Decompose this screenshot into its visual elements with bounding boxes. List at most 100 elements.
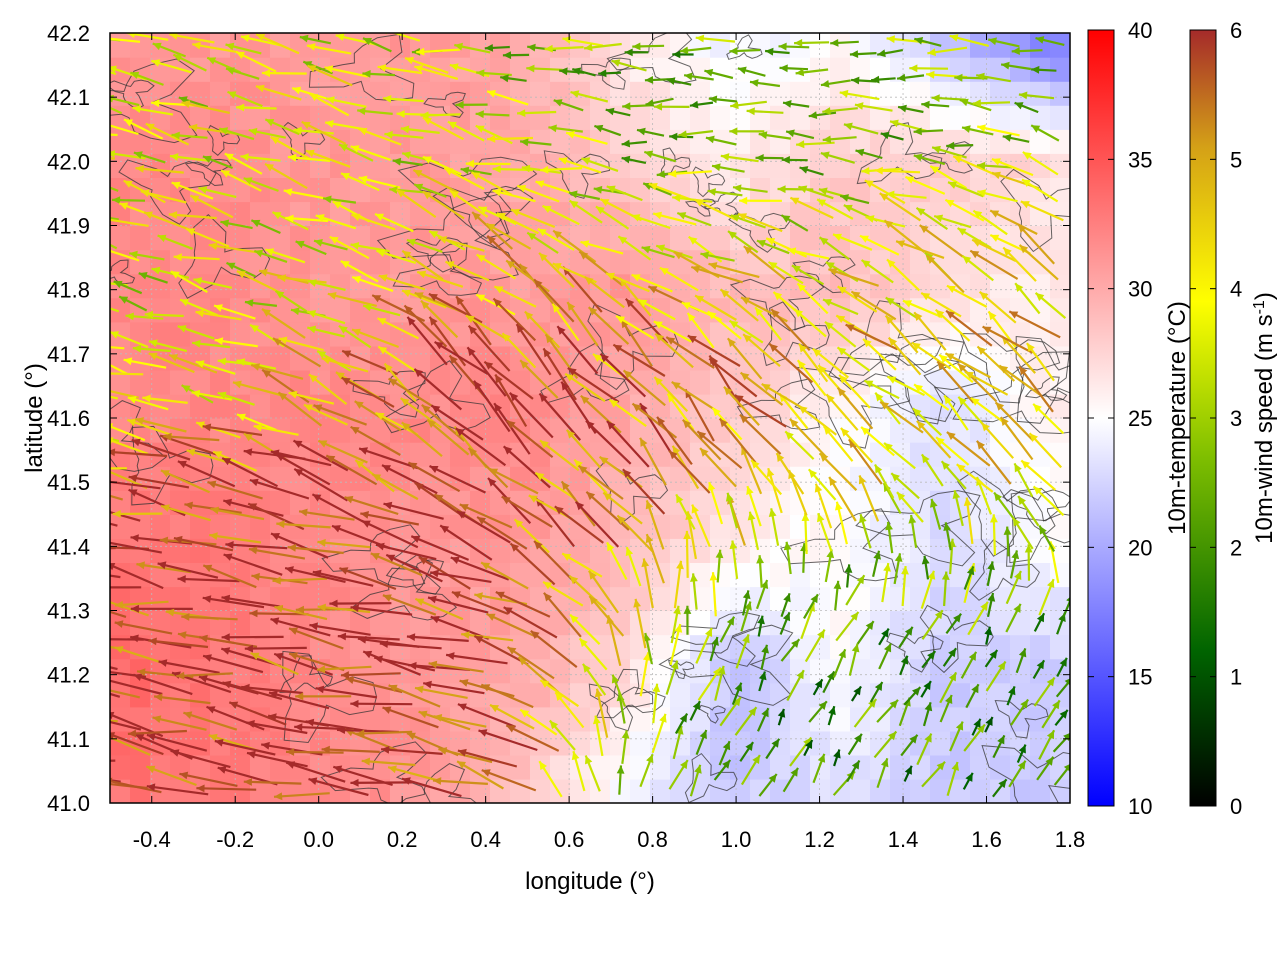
wind-vector (1054, 709, 1069, 726)
temperature-cell (830, 610, 851, 636)
wind-vector (1022, 151, 1059, 176)
temperature-cell (970, 345, 991, 371)
temperature-cell (670, 466, 691, 491)
wind-vector (999, 416, 1034, 461)
temperature-cell (810, 706, 831, 732)
wind-vector (593, 715, 604, 757)
temperature-cell (1050, 105, 1070, 130)
wind-vector (110, 563, 164, 590)
wind-vector (123, 118, 164, 140)
temperature-cell (1010, 249, 1031, 275)
temperature-cell (390, 81, 411, 106)
wind-vector (621, 139, 648, 148)
temperature-cell (830, 418, 851, 443)
temperature-cell (710, 321, 731, 347)
wind-vector (920, 453, 944, 487)
temperature-cell (370, 658, 391, 684)
wind-vector (110, 249, 140, 262)
temperature-cell (670, 514, 691, 539)
wind-vector (756, 555, 764, 588)
wind-vector (622, 102, 654, 111)
wind-vector (460, 166, 492, 176)
temperature-cell (990, 466, 1011, 491)
wind-vector (113, 280, 143, 295)
wind-vector (582, 663, 607, 696)
temperature-cell (1050, 321, 1070, 347)
temperature-cell (870, 730, 891, 756)
wind-vector (183, 711, 238, 731)
temperature-cell (310, 201, 331, 227)
wind-vector (240, 153, 281, 162)
temperature-cell (890, 586, 911, 612)
wind-vector (413, 368, 463, 411)
temperature-cell (710, 81, 731, 106)
wind-vector (480, 683, 534, 709)
temperature-cell (910, 610, 931, 636)
temperature-cell (470, 393, 491, 419)
wind-vector (430, 404, 484, 441)
wind-vector (401, 777, 462, 798)
wind-vector (885, 296, 918, 319)
wind-vector (340, 260, 379, 283)
wind-vector (1002, 246, 1037, 282)
temperature-cell (810, 634, 831, 660)
wind-vector (929, 165, 967, 190)
temperature-cell (790, 105, 811, 130)
wind-vector (942, 647, 958, 667)
wind-vector (976, 72, 1011, 83)
wind-vector (236, 270, 281, 294)
wind-vector (264, 162, 308, 190)
wind-vector (489, 703, 535, 730)
wind-vector (921, 609, 944, 640)
temperature-cell (670, 706, 691, 732)
wind-vector (859, 234, 900, 256)
wind-vector (782, 100, 810, 108)
wind-vector (915, 206, 949, 231)
wind-vector (413, 65, 459, 80)
temperature-cell (430, 201, 451, 227)
wind-vector (373, 655, 436, 672)
wind-vector (641, 245, 675, 259)
temperature-cell (130, 754, 151, 780)
wind-vector (781, 156, 808, 164)
temperature-cell (210, 33, 231, 58)
wind-vector (893, 553, 903, 585)
wind-vector (558, 157, 602, 174)
wind-vector (253, 423, 299, 436)
wind-vector (708, 262, 760, 279)
temperature-cell (350, 81, 371, 106)
temperature-cell (810, 610, 831, 636)
temperature-cell (530, 105, 551, 130)
temperature-cell (790, 562, 811, 588)
temperature-cell (610, 177, 631, 203)
wind-vector (756, 707, 770, 732)
wind-vector (538, 760, 563, 798)
wind-vector (713, 759, 732, 781)
wind-vector (338, 143, 374, 162)
temperature-cell (730, 33, 751, 58)
wind-vector (1038, 729, 1056, 760)
wind-vector (898, 626, 914, 649)
wind-vector (206, 705, 265, 731)
wind-vector (416, 270, 464, 288)
wind-vector (822, 107, 858, 115)
temperature-cell (870, 393, 891, 419)
wind-vector (731, 682, 743, 705)
wind-vector (976, 345, 1016, 382)
temperature-cell (1050, 129, 1070, 154)
temperature-cell (590, 778, 611, 803)
y-tick-label: 42.2 (47, 21, 90, 46)
contour-line (698, 704, 726, 724)
temperature-cell (650, 610, 671, 636)
wind-vector (896, 491, 924, 523)
wind-vector (584, 276, 625, 309)
temperature-cell (830, 273, 851, 299)
wind-vector (783, 541, 792, 575)
temperature-cell (950, 610, 971, 636)
temperature-cell (210, 81, 231, 106)
wind-vector (828, 476, 857, 522)
temperature-cell (130, 201, 151, 227)
wind-vector (971, 718, 982, 736)
wind-vector (456, 510, 511, 544)
wind-vector (542, 347, 577, 401)
